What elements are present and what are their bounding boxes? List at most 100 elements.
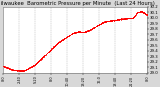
Point: [23, 69, 25, 71]
Point: [38, 59, 41, 61]
Point: [90, 29, 92, 30]
Point: [44, 54, 46, 56]
Point: [56, 42, 58, 44]
Point: [99, 23, 101, 24]
Point: [46, 51, 49, 53]
Point: [35, 63, 38, 64]
Point: [82, 31, 85, 33]
Point: [41, 57, 43, 58]
Point: [97, 24, 99, 26]
Point: [17, 70, 20, 71]
Point: [89, 29, 92, 30]
Point: [58, 41, 60, 43]
Point: [27, 68, 30, 69]
Point: [79, 31, 81, 32]
Point: [37, 61, 39, 63]
Point: [13, 69, 16, 70]
Point: [44, 54, 47, 55]
Point: [128, 17, 131, 19]
Point: [75, 31, 77, 32]
Point: [33, 64, 35, 66]
Point: [123, 18, 125, 19]
Point: [79, 31, 81, 32]
Point: [16, 70, 19, 71]
Point: [47, 51, 50, 52]
Point: [125, 17, 128, 19]
Point: [110, 20, 112, 21]
Point: [64, 37, 66, 39]
Point: [6, 67, 9, 68]
Point: [101, 22, 103, 23]
Point: [18, 69, 21, 71]
Point: [75, 31, 77, 33]
Point: [128, 17, 131, 19]
Point: [114, 19, 117, 20]
Point: [122, 18, 124, 19]
Point: [146, 14, 148, 15]
Point: [54, 44, 57, 45]
Point: [95, 26, 97, 27]
Point: [47, 52, 49, 53]
Point: [65, 36, 68, 38]
Point: [139, 11, 141, 13]
Point: [144, 13, 146, 14]
Point: [27, 68, 29, 69]
Point: [127, 18, 129, 19]
Point: [65, 36, 68, 37]
Point: [133, 15, 136, 16]
Point: [9, 68, 12, 70]
Point: [66, 36, 68, 37]
Point: [139, 11, 142, 12]
Point: [50, 48, 52, 50]
Point: [26, 68, 29, 69]
Point: [42, 56, 45, 57]
Point: [88, 29, 91, 30]
Point: [50, 49, 52, 50]
Point: [81, 31, 84, 32]
Point: [70, 33, 72, 35]
Point: [100, 23, 102, 24]
Point: [99, 23, 101, 25]
Point: [136, 12, 139, 13]
Point: [12, 69, 15, 71]
Point: [31, 66, 33, 67]
Point: [121, 18, 124, 19]
Point: [113, 19, 116, 20]
Point: [85, 30, 88, 32]
Point: [35, 63, 37, 64]
Point: [60, 40, 62, 41]
Point: [52, 46, 55, 47]
Point: [55, 44, 57, 45]
Point: [27, 68, 29, 69]
Point: [6, 67, 9, 68]
Point: [76, 31, 78, 32]
Point: [15, 69, 17, 71]
Point: [37, 61, 40, 62]
Point: [27, 68, 29, 69]
Point: [12, 69, 14, 70]
Point: [35, 62, 38, 64]
Point: [76, 31, 79, 32]
Point: [35, 63, 37, 64]
Point: [53, 45, 56, 47]
Point: [13, 69, 15, 70]
Point: [108, 20, 110, 21]
Point: [11, 69, 13, 70]
Point: [3, 66, 5, 67]
Point: [130, 17, 133, 19]
Point: [105, 21, 108, 22]
Point: [71, 33, 73, 35]
Point: [8, 68, 11, 70]
Point: [75, 32, 78, 33]
Point: [62, 38, 64, 40]
Point: [128, 17, 131, 18]
Point: [20, 70, 23, 71]
Point: [113, 20, 115, 21]
Point: [142, 12, 145, 13]
Point: [16, 69, 18, 71]
Point: [45, 53, 48, 55]
Point: [38, 60, 40, 61]
Point: [68, 35, 70, 36]
Point: [9, 68, 12, 70]
Point: [19, 70, 21, 71]
